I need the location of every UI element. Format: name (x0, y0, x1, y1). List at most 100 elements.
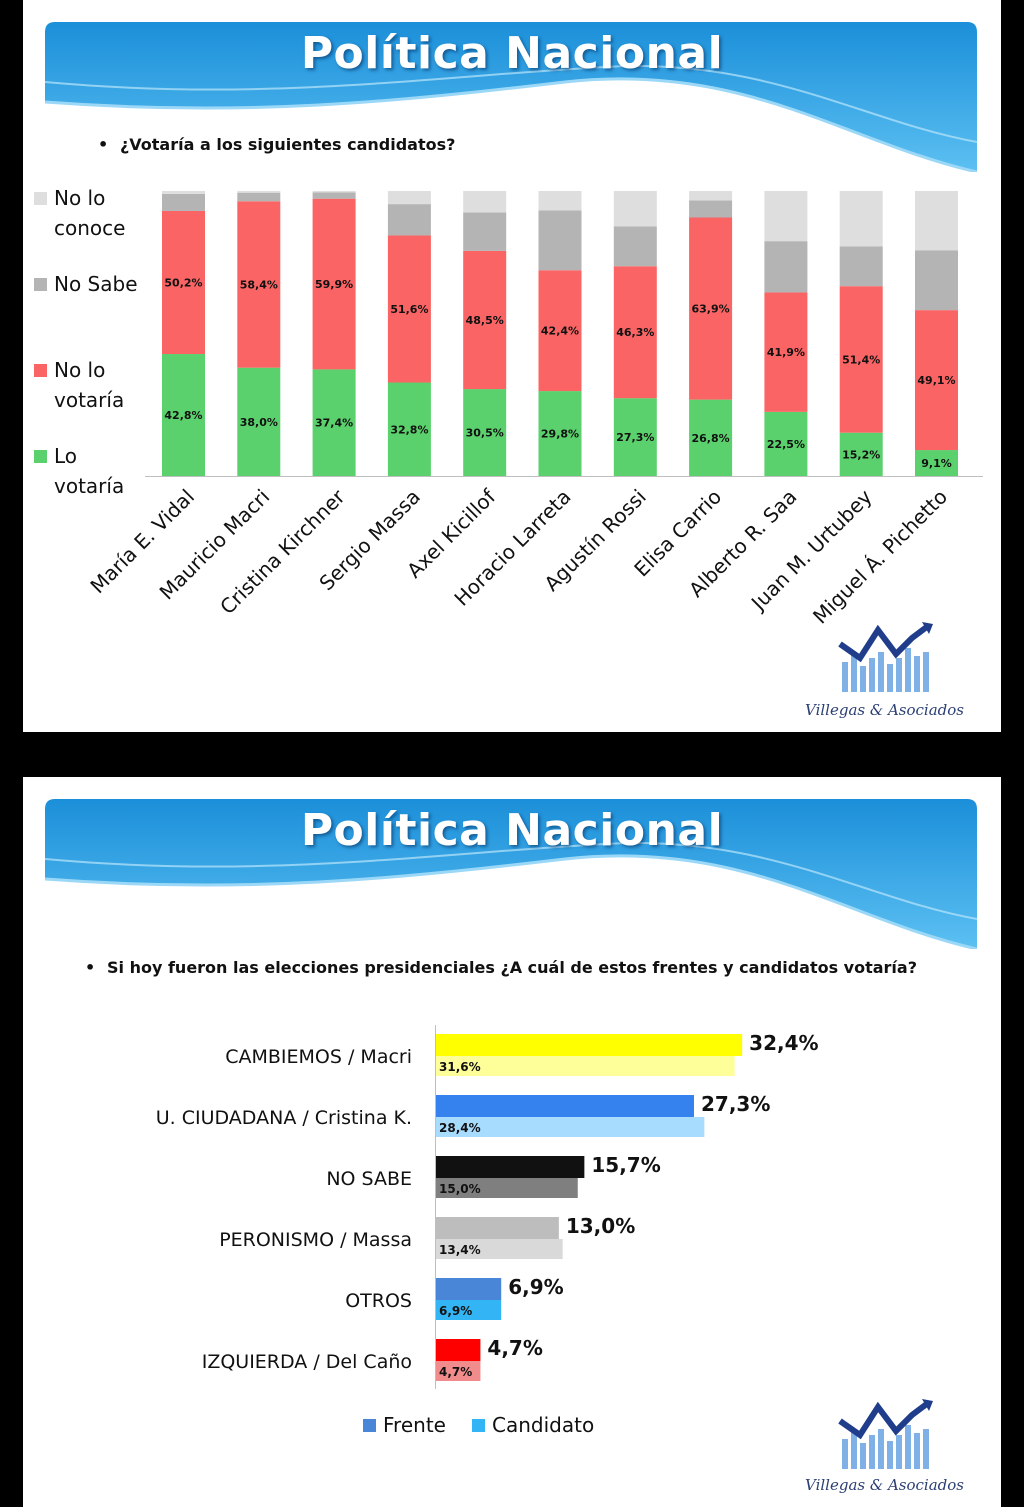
bar-lo-votaría (689, 399, 733, 476)
bar-no-lo-votaría (613, 266, 657, 399)
logo-text: Villegas & Asociados (805, 701, 965, 719)
bar-no-lo-votaría (689, 217, 733, 400)
bar-candidato (436, 1117, 705, 1137)
data-label-candidato: 6,9% (439, 1304, 472, 1318)
legend-swatch (472, 1419, 485, 1432)
question-text: • ¿Votaría a los siguientes candidatos? (98, 135, 455, 154)
bullet: • (98, 135, 109, 154)
bar-candidato (436, 1361, 481, 1381)
data-label: 51,6% (390, 303, 428, 316)
bar-frente (436, 1278, 502, 1300)
legend-swatch (34, 278, 47, 291)
bar-no-lo-votaría (312, 198, 356, 370)
bar-lo-votaría (613, 398, 657, 476)
data-label: 58,4% (240, 278, 278, 291)
bar-lo-votaría (162, 354, 205, 476)
data-label: 51,4% (842, 353, 880, 366)
bar-no-lo-votaría (764, 292, 808, 412)
legend-label: No lo (54, 186, 105, 210)
bar-no-lo-votaría (463, 250, 507, 390)
data-label-frente: 32,4% (749, 1031, 818, 1055)
bar-candidato (436, 1178, 578, 1198)
bar-no-lo-conoce (387, 191, 431, 205)
legend-label: conoce (54, 216, 125, 240)
data-label: 15,2% (842, 448, 880, 461)
bar-lo-votaría (387, 382, 431, 476)
data-label: 42,4% (541, 325, 579, 338)
data-label-candidato: 4,7% (439, 1365, 472, 1379)
bar-frente (436, 1339, 481, 1361)
data-label: 42,8% (164, 409, 202, 422)
data-label: 32,8% (390, 423, 428, 436)
page-title: Política Nacional (300, 28, 724, 79)
data-label: 41,9% (767, 346, 805, 359)
bar-no-lo-votaría (162, 210, 205, 355)
data-label: 63,9% (692, 303, 730, 316)
legend-label: Frente (383, 1413, 446, 1437)
legend-swatch (34, 192, 47, 205)
legend-swatch (34, 450, 47, 463)
bar-candidato (436, 1300, 502, 1320)
category-label: U. CIUDADANA / Cristina K. (156, 1107, 412, 1129)
bar-no-sabe (463, 212, 507, 251)
bar-lo-votaría (764, 411, 808, 476)
question-label: ¿Votaría a los siguientes candidatos? (120, 135, 456, 154)
category-label: Cristina Kirchner (215, 484, 350, 619)
bar-no-lo-votaría (915, 310, 958, 451)
legend-swatch (34, 364, 47, 377)
logo-text: Villegas & Asociados (805, 1476, 965, 1494)
bar-no-sabe (613, 226, 657, 267)
data-label-frente: 15,7% (591, 1153, 660, 1177)
category-label: IZQUIERDA / Del Caño (202, 1351, 412, 1373)
data-label: 59,9% (315, 278, 353, 291)
data-label-frente: 13,0% (566, 1214, 635, 1238)
bar-no-sabe (312, 192, 356, 199)
data-label-frente: 6,9% (508, 1275, 563, 1299)
page-title: Política Nacional (300, 805, 724, 856)
bar-no-lo-conoce (538, 191, 582, 211)
bar-no-lo-votaría (237, 201, 281, 368)
bar-frente (436, 1156, 585, 1178)
data-label: 38,0% (240, 416, 278, 429)
data-label-candidato: 28,4% (439, 1121, 481, 1135)
bar-lo-votaría (538, 391, 582, 476)
title-banner (45, 22, 977, 172)
category-label: PERONISMO / Massa (219, 1229, 412, 1251)
bar-no-lo-conoce (839, 191, 883, 247)
horizontal-bar-chart: 32,4% 31,6% CAMBIEMOS / Macri 27,3% 28,4% U. … (156, 1025, 819, 1437)
bar-no-sabe (538, 210, 582, 271)
legend-label: No Sabe (54, 272, 138, 296)
bar-frente (436, 1217, 559, 1239)
bar-lo-votaría (237, 367, 281, 476)
bar-lo-votaría (463, 389, 507, 476)
slide-vote-intention: Política Nacional • Si hoy fueron las ele… (23, 777, 1001, 1507)
data-label: 9,1% (921, 457, 952, 470)
data-label: 37,4% (315, 417, 353, 430)
question-label: Si hoy fueron las elecciones presidencia… (107, 958, 917, 977)
data-label-candidato: 13,4% (439, 1243, 481, 1257)
bar-no-sabe (839, 246, 883, 287)
title-banner (45, 799, 977, 949)
bar-no-lo-conoce (915, 191, 958, 251)
data-label: 48,5% (466, 314, 504, 327)
bar-no-lo-conoce (312, 191, 356, 193)
data-label: 29,8% (541, 428, 579, 441)
category-label: CAMBIEMOS / Macri (225, 1046, 412, 1068)
company-logo (838, 622, 933, 692)
bar-no-sabe (764, 241, 808, 293)
company-logo (838, 1399, 933, 1469)
data-label: 50,2% (164, 276, 202, 289)
data-label: 22,5% (767, 438, 805, 451)
data-label-candidato: 15,0% (439, 1182, 481, 1196)
category-label: OTROS (345, 1290, 412, 1312)
legend-label: votaría (54, 388, 124, 412)
data-label-frente: 27,3% (701, 1092, 770, 1116)
legend-label: No lo (54, 358, 105, 382)
category-label: Miguel Á. Pichetto (808, 485, 952, 629)
question-text: • Si hoy fueron las elecciones presidenci… (85, 958, 917, 977)
bar-frente (436, 1034, 743, 1056)
bar-no-lo-conoce (162, 191, 205, 194)
data-label: 46,3% (616, 326, 654, 339)
data-label-candidato: 31,6% (439, 1060, 481, 1074)
bar-no-sabe (689, 200, 733, 218)
